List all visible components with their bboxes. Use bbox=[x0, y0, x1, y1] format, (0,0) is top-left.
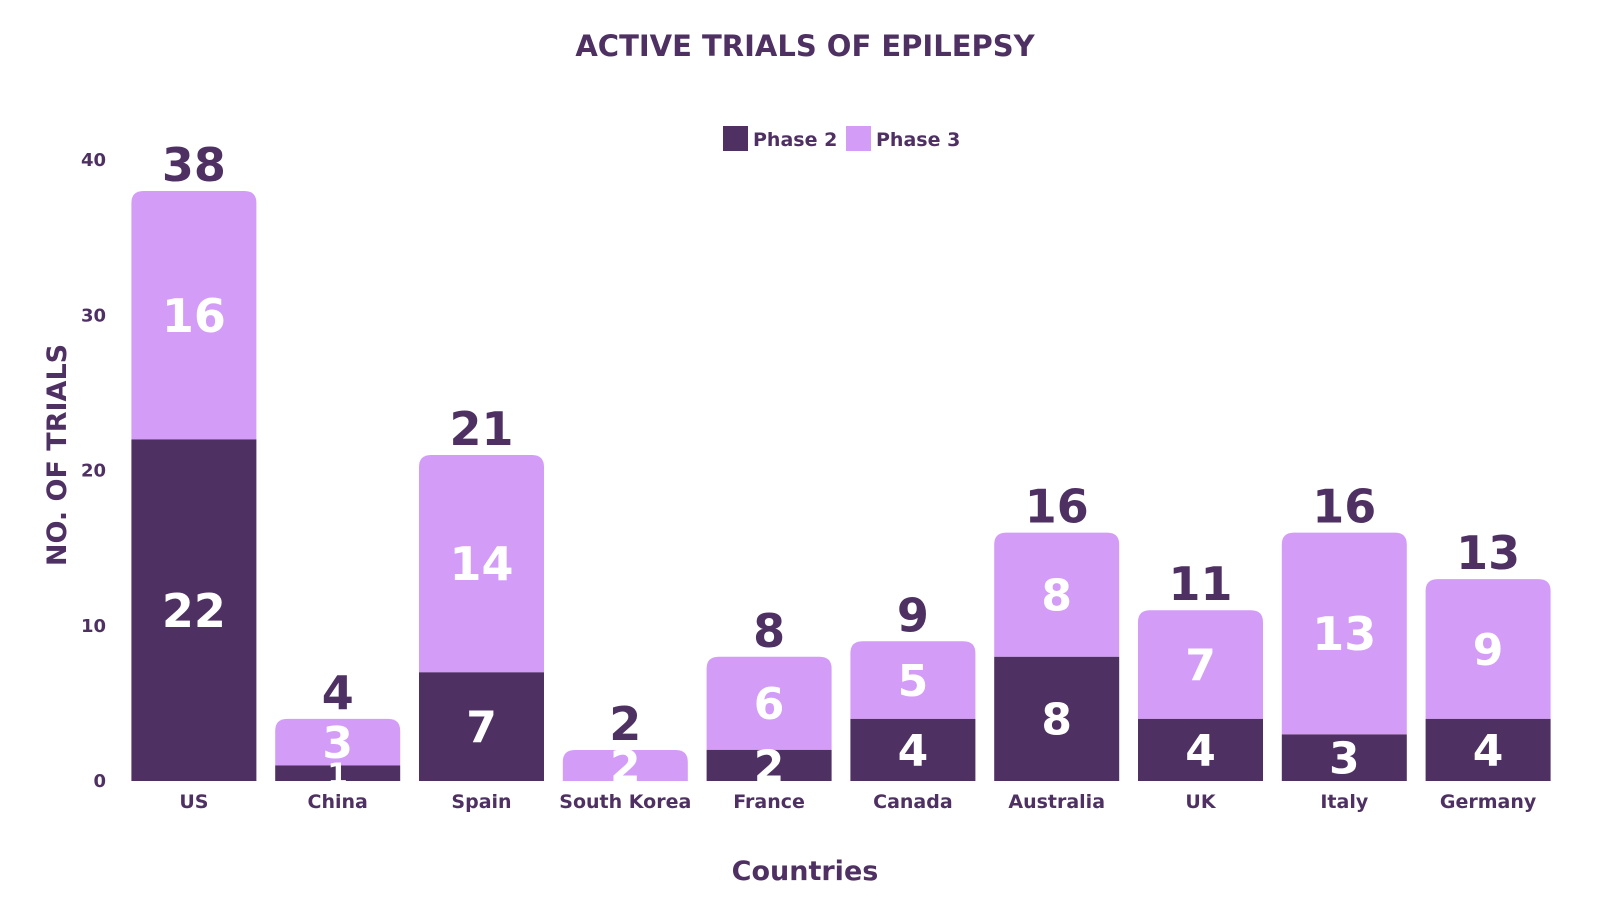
x-category-label: UK bbox=[1185, 791, 1216, 813]
bar-phase-2 bbox=[275, 765, 401, 781]
x-category-label: Spain bbox=[451, 791, 511, 813]
bar-phase-2 bbox=[994, 656, 1120, 781]
bar-phase-3 bbox=[131, 191, 257, 440]
bar-value-phase-2: 1 bbox=[327, 757, 348, 791]
bar-total-label: 16 bbox=[1025, 480, 1089, 534]
x-axis-categories: US China Spain South Korea France Canada Austr… bbox=[179, 791, 1537, 813]
x-axis-title: Countries bbox=[732, 856, 879, 887]
bar-total-label: 9 bbox=[897, 588, 929, 642]
legend: Phase 2 Phase 3 bbox=[723, 126, 960, 151]
legend-swatch bbox=[723, 126, 748, 151]
bar-phase-3 bbox=[419, 454, 544, 673]
bar-group-germany: 4 9 13 bbox=[1425, 526, 1551, 781]
x-category-label: Australia bbox=[1008, 791, 1105, 813]
bar-total-label: 21 bbox=[449, 402, 513, 456]
bar-group-italy: 3 13 16 bbox=[1281, 480, 1407, 785]
x-category-label: US bbox=[179, 791, 208, 813]
bar-group-south-korea: 22 bbox=[562, 697, 688, 792]
bar-total-label: 2 bbox=[609, 697, 641, 751]
bar-value-phase-2: 2 bbox=[754, 741, 785, 792]
bar-phase-3 bbox=[994, 532, 1120, 657]
bar-value-phase-3: 13 bbox=[1312, 607, 1376, 661]
bar-phase-3 bbox=[1425, 579, 1551, 719]
legend-label: Phase 2 bbox=[753, 129, 837, 151]
bar-group-france: 2 6 8 bbox=[706, 604, 832, 792]
bar-total-label: 13 bbox=[1456, 526, 1520, 580]
x-category-label: France bbox=[733, 791, 805, 813]
x-category-label: Germany bbox=[1440, 791, 1537, 813]
legend-item-phase-3: Phase 3 bbox=[846, 126, 960, 151]
y-tick-label: 40 bbox=[81, 150, 106, 171]
bar-phase-2 bbox=[706, 749, 832, 781]
bar-value-phase-3: 6 bbox=[754, 679, 785, 730]
bar-group-us: 22 16 38 bbox=[131, 138, 257, 781]
y-axis-ticks: 0 10 20 30 40 bbox=[81, 150, 106, 792]
bar-phase-2 bbox=[131, 439, 257, 781]
bar-value-phase-3: 5 bbox=[898, 656, 929, 707]
bar-total-label: 4 bbox=[322, 666, 354, 720]
bar-total-label: 8 bbox=[753, 604, 785, 658]
x-category-label: Italy bbox=[1320, 791, 1368, 813]
bar-group-china: 134 bbox=[275, 666, 401, 791]
bar-value-phase-3: 8 bbox=[1041, 571, 1072, 622]
bar-value-phase-2: 22 bbox=[162, 584, 226, 638]
bar-phase-2 bbox=[419, 672, 544, 781]
x-category-label: China bbox=[308, 791, 368, 813]
bar-group-spain: 7 14 21 bbox=[419, 402, 544, 781]
bar-phase-3 bbox=[1281, 532, 1407, 735]
bar-value-phase-3: 3 bbox=[322, 718, 353, 769]
bar-total-label: 16 bbox=[1312, 480, 1376, 534]
x-category-label: Canada bbox=[873, 791, 953, 813]
bar-phase-3 bbox=[1138, 610, 1263, 719]
legend-swatch bbox=[846, 126, 871, 151]
bar-value-phase-2: 4 bbox=[1473, 726, 1504, 777]
bar-value-phase-3: 2 bbox=[610, 741, 641, 792]
bar-value-phase-2: 8 bbox=[1041, 695, 1072, 746]
bar-group-australia: 8 8 16 bbox=[994, 480, 1120, 781]
bar-phase-2 bbox=[1425, 718, 1551, 781]
x-category-label: South Korea bbox=[559, 791, 691, 813]
bar-phase-3 bbox=[850, 641, 976, 719]
bar-value-phase-2: 4 bbox=[898, 726, 929, 777]
legend-item-phase-2: Phase 2 bbox=[723, 126, 837, 151]
bar-value-phase-3: 7 bbox=[1185, 640, 1216, 691]
bar-phase-3 bbox=[706, 656, 832, 750]
y-axis-title: NO. OF TRIALS bbox=[42, 344, 73, 566]
bar-group-canada: 4 5 9 bbox=[850, 588, 976, 781]
y-tick-label: 20 bbox=[81, 461, 106, 482]
bar-phase-2 bbox=[1138, 718, 1263, 781]
y-tick-label: 10 bbox=[81, 616, 106, 637]
bar-group-uk: 4 7 11 bbox=[1138, 557, 1263, 781]
bar-phase-3 bbox=[275, 718, 401, 766]
bar-total-label: 11 bbox=[1168, 557, 1232, 611]
bar-value-phase-2: 3 bbox=[1329, 734, 1360, 785]
chart-title: ACTIVE TRIALS OF EPILEPSY bbox=[575, 29, 1035, 63]
bar-value-phase-3: 16 bbox=[162, 289, 226, 343]
bar-phase-2 bbox=[1281, 734, 1407, 781]
bar-value-phase-3: 9 bbox=[1473, 625, 1504, 676]
bar-value-phase-3: 14 bbox=[449, 537, 513, 591]
bar-phase-2 bbox=[850, 718, 976, 781]
bar-phase-3 bbox=[562, 749, 688, 781]
y-tick-label: 30 bbox=[81, 305, 106, 326]
bar-value-phase-2: 7 bbox=[466, 703, 497, 754]
bar-total-label: 38 bbox=[162, 138, 226, 192]
legend-label: Phase 3 bbox=[876, 129, 960, 151]
bar-value-phase-2: 4 bbox=[1185, 726, 1216, 777]
y-tick-label: 0 bbox=[93, 771, 106, 792]
